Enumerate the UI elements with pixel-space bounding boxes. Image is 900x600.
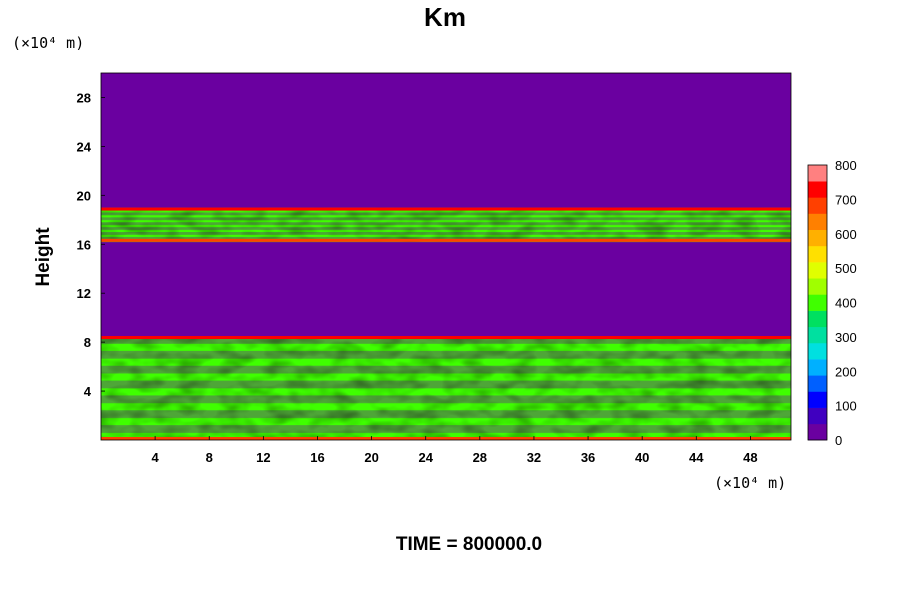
x-tick-label: 28 (473, 450, 487, 465)
time-annotation: TIME = 800000.0 (396, 534, 542, 555)
field-layer (101, 336, 791, 440)
y-tick-label: 12 (77, 286, 91, 301)
colorbar-swatch (808, 342, 827, 360)
x-tick-label: 24 (418, 450, 433, 465)
colorbar-tick-label: 300 (835, 330, 857, 345)
x-tick-label: 32 (527, 450, 541, 465)
field-layer (101, 207, 791, 243)
plot-frame (100, 72, 792, 441)
x-tick-label: 4 (152, 450, 160, 465)
layer-texture (101, 336, 791, 440)
x-axis-unit-label: (×10⁴ m) (714, 474, 786, 492)
y-tick-label: 16 (77, 237, 91, 252)
x-tick-label: 12 (256, 450, 270, 465)
y-tick-label: 4 (84, 384, 92, 399)
x-axis-ticks: 4 8 12 16 20 24 28 32 36 40 44 48 (152, 436, 758, 465)
y-axis-ticks: 4 8 12 16 20 24 28 (77, 90, 105, 399)
colorbar-swatch (808, 213, 827, 231)
x-tick-label: 16 (310, 450, 324, 465)
colorbar-swatch (808, 278, 827, 295)
x-tick-label: 48 (743, 450, 757, 465)
layer-rim (101, 437, 791, 440)
colorbar-swatch (808, 262, 827, 279)
layer-rim (101, 336, 791, 340)
x-tick-label: 8 (206, 450, 213, 465)
y-axis-label: Height (33, 227, 54, 287)
colorbar-swatch (808, 310, 827, 328)
y-tick-label: 28 (77, 90, 91, 105)
x-tick-label: 44 (689, 450, 704, 465)
colorbar-swatch (808, 423, 827, 441)
colorbar-tick-label: 400 (835, 296, 857, 311)
chart-title: Km (424, 2, 466, 32)
colorbar-swatch (808, 245, 827, 263)
plot-area (101, 73, 791, 440)
colorbar-swatch (808, 391, 827, 408)
colorbar-tick-label: 200 (835, 364, 857, 379)
colorbar-swatch (808, 326, 827, 344)
colorbar-tick-label: 100 (835, 399, 857, 414)
colorbar-swatch (808, 165, 827, 182)
colorbar-swatch (808, 375, 827, 392)
colorbar-frame (807, 164, 828, 441)
x-tick-label: 36 (581, 450, 595, 465)
colorbar-swatch (808, 181, 827, 198)
colorbar-swatch (808, 407, 827, 425)
colorbar-tick-label: 0 (835, 433, 842, 448)
y-axis-unit-label: (×10⁴ m) (12, 34, 84, 52)
colorbar-tick-label: 500 (835, 261, 857, 276)
colorbar-tick-label: 600 (835, 227, 857, 242)
x-tick-label: 20 (364, 450, 378, 465)
x-tick-label: 40 (635, 450, 649, 465)
colorbar-tick-label: 800 (835, 158, 857, 173)
layer-rim (101, 207, 791, 211)
colorbar-swatch (808, 229, 827, 247)
y-tick-label: 20 (77, 188, 91, 203)
layer-texture (101, 207, 791, 242)
y-tick-label: 8 (84, 335, 91, 350)
colorbar-tick-label: 700 (835, 192, 857, 207)
colorbar: 0 100 200 300 400 500 600 700 800 (807, 158, 857, 448)
layer-rim (101, 238, 791, 242)
y-tick-label: 24 (77, 139, 92, 154)
colorbar-swatch (808, 197, 827, 214)
colorbar-swatch (808, 359, 827, 376)
colorbar-swatch (808, 294, 827, 311)
